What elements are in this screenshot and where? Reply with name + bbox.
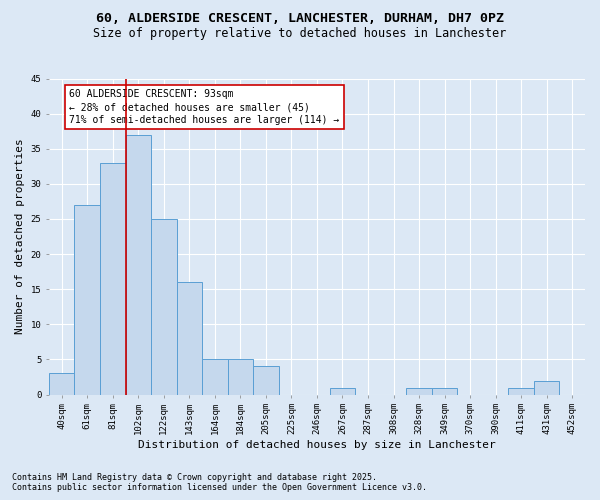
Text: Contains HM Land Registry data © Crown copyright and database right 2025.: Contains HM Land Registry data © Crown c… [12,474,377,482]
Text: 60, ALDERSIDE CRESCENT, LANCHESTER, DURHAM, DH7 0PZ: 60, ALDERSIDE CRESCENT, LANCHESTER, DURH… [96,12,504,26]
Y-axis label: Number of detached properties: Number of detached properties [15,138,25,334]
Text: Contains public sector information licensed under the Open Government Licence v3: Contains public sector information licen… [12,484,427,492]
Bar [202,360,227,394]
Bar [151,219,176,394]
Bar [125,134,151,394]
Bar [432,388,457,394]
Bar [253,366,278,394]
Bar [176,282,202,395]
Bar [406,388,432,394]
Text: Size of property relative to detached houses in Lanchester: Size of property relative to detached ho… [94,28,506,40]
Bar [534,380,559,394]
Bar [508,388,534,394]
Bar [74,205,100,394]
Bar [227,360,253,394]
Text: 60 ALDERSIDE CRESCENT: 93sqm
← 28% of detached houses are smaller (45)
71% of se: 60 ALDERSIDE CRESCENT: 93sqm ← 28% of de… [70,89,340,126]
Bar [330,388,355,394]
X-axis label: Distribution of detached houses by size in Lanchester: Distribution of detached houses by size … [138,440,496,450]
Bar [100,163,125,394]
Bar [49,374,74,394]
